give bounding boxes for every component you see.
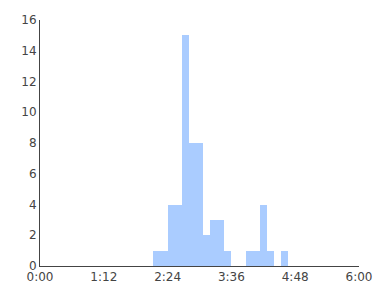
svg-text:10: 10 xyxy=(21,105,36,119)
svg-text:3:36: 3:36 xyxy=(218,270,245,284)
svg-text:16: 16 xyxy=(21,13,36,27)
svg-text:6: 6 xyxy=(29,167,37,181)
svg-text:2: 2 xyxy=(29,228,37,242)
svg-text:1:12: 1:12 xyxy=(90,270,117,284)
svg-text:12: 12 xyxy=(21,75,36,89)
svg-text:8: 8 xyxy=(29,136,37,150)
svg-text:14: 14 xyxy=(21,44,36,58)
svg-text:4: 4 xyxy=(29,198,37,212)
svg-text:2:24: 2:24 xyxy=(154,270,181,284)
svg-text:0:00: 0:00 xyxy=(27,270,54,284)
svg-text:0: 0 xyxy=(29,259,37,273)
svg-text:6:00: 6:00 xyxy=(346,270,373,284)
svg-text:4:48: 4:48 xyxy=(282,270,309,284)
